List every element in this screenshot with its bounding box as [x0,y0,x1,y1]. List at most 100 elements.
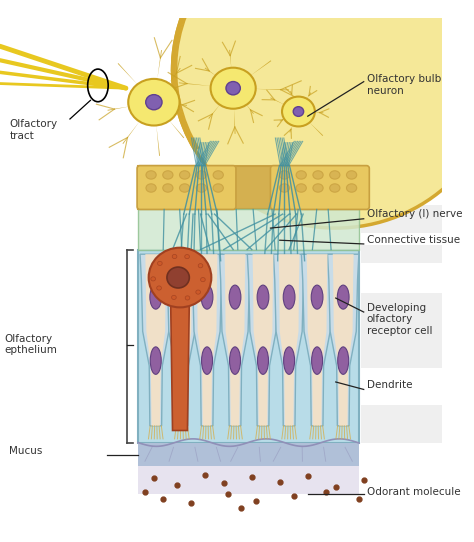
Ellipse shape [176,285,188,309]
Polygon shape [361,245,442,263]
Polygon shape [229,85,254,114]
Ellipse shape [337,285,349,309]
Polygon shape [205,68,236,92]
Ellipse shape [163,171,173,179]
Ellipse shape [180,171,190,179]
Ellipse shape [346,171,357,179]
Ellipse shape [279,184,290,192]
Ellipse shape [185,296,190,300]
Polygon shape [138,209,359,249]
Polygon shape [153,96,187,108]
Ellipse shape [146,95,162,110]
Ellipse shape [283,347,295,375]
Polygon shape [301,254,333,426]
Polygon shape [140,254,172,426]
Ellipse shape [172,254,177,259]
Polygon shape [228,50,238,89]
Ellipse shape [198,263,203,268]
Polygon shape [149,68,181,106]
Polygon shape [333,254,354,426]
Polygon shape [228,88,238,134]
Polygon shape [289,110,302,133]
Text: Olfactory
epthelium: Olfactory epthelium [5,334,57,356]
Ellipse shape [180,184,190,192]
Polygon shape [280,108,300,121]
Polygon shape [270,98,300,115]
Ellipse shape [313,184,323,192]
Ellipse shape [157,261,162,266]
Polygon shape [307,254,328,426]
Polygon shape [219,254,251,426]
Polygon shape [233,83,289,93]
Ellipse shape [293,107,304,117]
Ellipse shape [282,96,315,126]
Ellipse shape [311,285,323,309]
Polygon shape [328,254,359,426]
Ellipse shape [150,285,162,309]
Polygon shape [247,254,279,426]
Text: Odorant molecule: Odorant molecule [366,487,460,497]
Ellipse shape [173,0,474,228]
Text: Olfactory
tract: Olfactory tract [9,119,57,140]
Ellipse shape [201,347,212,375]
Polygon shape [172,254,192,426]
Polygon shape [230,60,271,92]
Ellipse shape [311,347,323,375]
Ellipse shape [163,184,173,192]
Ellipse shape [176,347,187,375]
Ellipse shape [196,184,207,192]
Polygon shape [296,109,323,136]
Polygon shape [209,85,237,119]
FancyBboxPatch shape [137,166,236,209]
Ellipse shape [213,171,223,179]
Polygon shape [361,205,442,233]
Ellipse shape [330,184,340,192]
Polygon shape [253,254,273,426]
Text: Olfactory (I) nerve: Olfactory (I) nerve [366,209,462,219]
Ellipse shape [196,171,207,179]
Ellipse shape [210,68,255,109]
Ellipse shape [185,255,190,259]
Ellipse shape [167,267,189,288]
Ellipse shape [201,285,213,309]
Ellipse shape [229,285,241,309]
Ellipse shape [257,285,269,309]
Text: Developing
olfactory
receptor cell: Developing olfactory receptor cell [366,303,432,336]
Polygon shape [191,254,223,426]
Ellipse shape [172,295,176,300]
Ellipse shape [151,277,155,281]
Polygon shape [171,301,189,430]
Polygon shape [361,293,442,368]
Ellipse shape [146,184,156,192]
Text: Dendrite: Dendrite [366,380,412,390]
FancyBboxPatch shape [271,166,369,209]
Polygon shape [179,82,234,93]
Ellipse shape [313,171,323,179]
Polygon shape [279,254,300,426]
Polygon shape [146,254,166,426]
Ellipse shape [213,184,223,192]
Ellipse shape [128,79,180,126]
Polygon shape [138,466,359,494]
Polygon shape [295,92,311,114]
Ellipse shape [149,248,211,307]
Polygon shape [148,50,162,103]
Ellipse shape [279,171,290,179]
Text: Connective tissue: Connective tissue [366,235,460,245]
Text: Olfactory bulb
neuron: Olfactory bulb neuron [366,74,441,96]
Polygon shape [166,254,198,426]
Polygon shape [361,405,442,443]
Polygon shape [108,96,155,111]
Polygon shape [298,108,323,115]
Polygon shape [149,99,184,138]
Polygon shape [118,63,158,106]
Polygon shape [290,91,302,113]
Polygon shape [225,254,246,426]
Polygon shape [138,443,359,466]
Ellipse shape [296,171,306,179]
Ellipse shape [229,347,240,375]
Ellipse shape [196,290,201,294]
Polygon shape [138,249,359,443]
Text: Mucus: Mucus [9,446,43,456]
Polygon shape [148,101,160,156]
